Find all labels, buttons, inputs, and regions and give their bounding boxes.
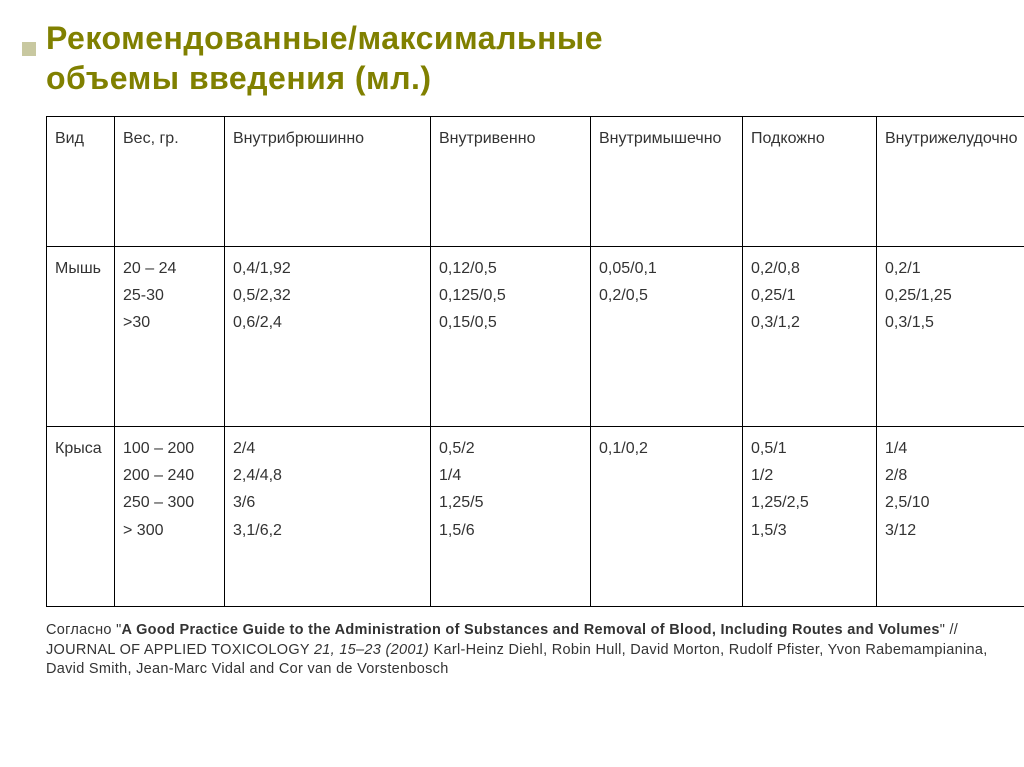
title-line-1: Рекомендованные/максимальные (46, 20, 603, 56)
cell-weight: 100 – 200200 – 240250 – 300> 300 (115, 427, 225, 607)
table-row: Мышь 20 – 2425-30>30 0,4/1,920,5/2,320,6… (47, 247, 1024, 427)
col-header-weight: Вес, гр. (115, 117, 225, 247)
cell-im: 0,1/0,2 (591, 427, 743, 607)
cell-ig: 1/42/82,5/103/12 (877, 427, 1024, 607)
col-header-iv: Внутривенно (431, 117, 591, 247)
cell-sc: 0,2/0,80,25/10,3/1,2 (743, 247, 877, 427)
col-header-sc: Подкожно (743, 117, 877, 247)
citation-prefix: Согласно " (46, 622, 122, 638)
page-title: Рекомендованные/максимальные объемы введ… (46, 18, 994, 98)
col-header-im: Внутримышечно (591, 117, 743, 247)
cell-ig: 0,2/10,25/1,250,3/1,5 (877, 247, 1024, 427)
dosage-table: Вид Вес, гр. Внутрибрюшинно Внутривенно … (46, 116, 1024, 607)
col-header-ip: Внутрибрюшинно (225, 117, 431, 247)
citation: Согласно "A Good Practice Guide to the A… (46, 621, 1008, 680)
cell-iv: 0,5/21/41,25/51,5/6 (431, 427, 591, 607)
cell-weight: 20 – 2425-30>30 (115, 247, 225, 427)
cell-species: Мышь (47, 247, 115, 427)
col-header-species: Вид (47, 117, 115, 247)
title-bullet (22, 42, 36, 56)
table-row: Крыса 100 – 200200 – 240250 – 300> 300 2… (47, 427, 1024, 607)
citation-journal: 21, 15–23 (2001) (314, 642, 429, 658)
cell-ip: 2/42,4/4,83/63,1/6,2 (225, 427, 431, 607)
title-line-2: объемы введения (мл.) (46, 60, 432, 96)
cell-ip: 0,4/1,920,5/2,320,6/2,4 (225, 247, 431, 427)
cell-sc: 0,5/11/21,25/2,51,5/3 (743, 427, 877, 607)
cell-species: Крыса (47, 427, 115, 607)
cell-im: 0,05/0,10,2/0,5 (591, 247, 743, 427)
citation-title: A Good Practice Guide to the Administrat… (122, 622, 940, 638)
col-header-ig: Внутрижелудочно (877, 117, 1024, 247)
table-header-row: Вид Вес, гр. Внутрибрюшинно Внутривенно … (47, 117, 1024, 247)
cell-iv: 0,12/0,50,125/0,50,15/0,5 (431, 247, 591, 427)
